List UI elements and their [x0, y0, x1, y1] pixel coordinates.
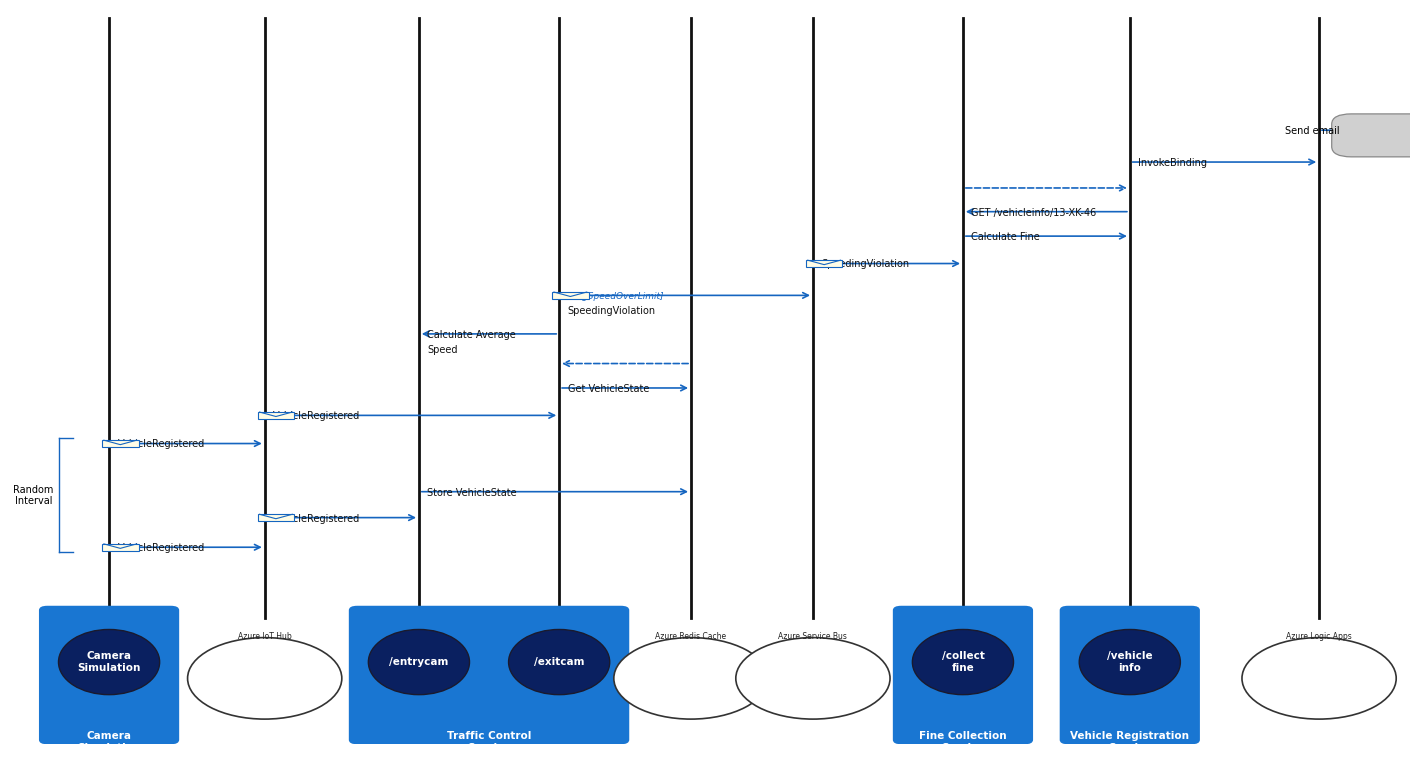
Ellipse shape — [913, 629, 1013, 694]
Text: Azure Logic Apps: Azure Logic Apps — [1286, 631, 1352, 641]
Text: VehicleRegistered: VehicleRegistered — [273, 412, 360, 421]
Text: Calculate Fine: Calculate Fine — [971, 232, 1040, 242]
Text: /vehicle
info: /vehicle info — [1106, 651, 1153, 673]
Circle shape — [1242, 637, 1396, 719]
FancyBboxPatch shape — [1060, 606, 1200, 744]
FancyBboxPatch shape — [805, 260, 842, 268]
FancyBboxPatch shape — [552, 292, 589, 299]
FancyBboxPatch shape — [102, 543, 138, 551]
Ellipse shape — [58, 629, 160, 694]
Text: Speed: Speed — [427, 345, 458, 355]
Text: /exitcam: /exitcam — [534, 657, 585, 667]
Text: Azure IoT Hub: Azure IoT Hub — [237, 631, 291, 641]
Text: SpeedingViolation: SpeedingViolation — [821, 259, 910, 269]
Circle shape — [736, 637, 890, 719]
Text: /entrycam: /entrycam — [389, 657, 448, 667]
Text: [AvgSpeedOverLimit]: [AvgSpeedOverLimit] — [568, 293, 664, 302]
Text: Azure Service Bus: Azure Service Bus — [779, 631, 848, 641]
Text: Get VehicleState: Get VehicleState — [568, 384, 649, 394]
Text: Camera
Simulation: Camera Simulation — [78, 651, 141, 673]
Ellipse shape — [369, 629, 469, 694]
FancyBboxPatch shape — [40, 606, 179, 744]
Text: Azure Redis Cache: Azure Redis Cache — [656, 631, 726, 641]
FancyBboxPatch shape — [102, 440, 138, 447]
FancyBboxPatch shape — [257, 514, 294, 522]
Text: /collect
fine: /collect fine — [941, 651, 985, 673]
FancyBboxPatch shape — [1331, 114, 1413, 157]
Text: Send email: Send email — [1286, 126, 1340, 136]
FancyBboxPatch shape — [893, 606, 1033, 744]
Circle shape — [188, 637, 342, 719]
Ellipse shape — [509, 629, 610, 694]
FancyBboxPatch shape — [257, 412, 294, 419]
Text: Camera
Simulation: Camera Simulation — [78, 731, 141, 753]
Text: VehicleRegistered: VehicleRegistered — [117, 440, 205, 449]
Text: Fine Collection
Service: Fine Collection Service — [918, 731, 1006, 753]
Text: VehicleRegistered: VehicleRegistered — [273, 513, 360, 524]
Text: Store VehicleState: Store VehicleState — [427, 487, 517, 497]
Ellipse shape — [1080, 629, 1180, 694]
Text: Traffic Control
Service: Traffic Control Service — [447, 731, 531, 753]
Text: Random
Interval: Random Interval — [13, 484, 52, 506]
Text: SpeedingViolation: SpeedingViolation — [568, 306, 656, 316]
Circle shape — [613, 637, 769, 719]
Text: Calculate Average: Calculate Average — [427, 330, 516, 340]
Text: InvokeBinding: InvokeBinding — [1139, 158, 1207, 168]
Text: Vehicle Registration
Service: Vehicle Registration Service — [1070, 731, 1190, 753]
Text: VehicleRegistered: VehicleRegistered — [117, 543, 205, 553]
FancyBboxPatch shape — [349, 606, 629, 744]
Text: GET /vehicleinfo/13-XK-46: GET /vehicleinfo/13-XK-46 — [971, 208, 1096, 218]
